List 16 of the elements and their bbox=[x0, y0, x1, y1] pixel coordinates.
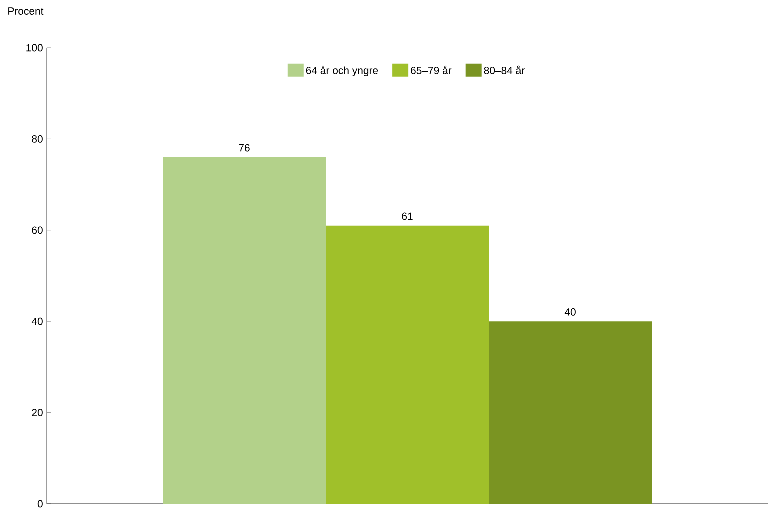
data-label: 76 bbox=[239, 144, 250, 152]
bar bbox=[489, 322, 652, 504]
legend-label: 65–79 år bbox=[411, 66, 452, 74]
y-tick-label: 60 bbox=[32, 226, 43, 234]
data-label: 40 bbox=[564, 308, 576, 316]
y-axis-title: Procent bbox=[8, 8, 44, 15]
legend-label: 80–84 år bbox=[484, 66, 525, 74]
y-tick-label: 100 bbox=[26, 44, 43, 52]
bar bbox=[326, 226, 490, 504]
legend-label: 64 år och yngre bbox=[306, 66, 378, 76]
y-tick-label: 80 bbox=[32, 135, 43, 143]
y-tick-label: 40 bbox=[32, 318, 43, 326]
data-label: 61 bbox=[402, 212, 413, 220]
y-tick-label: 20 bbox=[32, 409, 43, 416]
bar bbox=[163, 157, 326, 504]
y-tick-label: 0 bbox=[38, 500, 43, 508]
